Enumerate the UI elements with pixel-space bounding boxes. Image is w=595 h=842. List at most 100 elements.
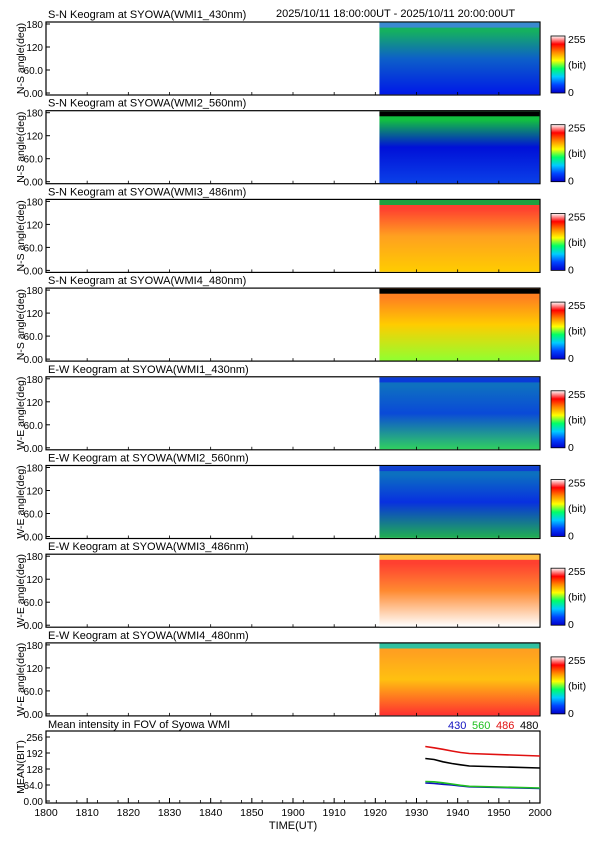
colorbar-unit: (bit): [568, 326, 586, 338]
y-tick-label: 120: [26, 575, 43, 586]
y-tick-label: 180: [26, 641, 43, 652]
x-tick-label: 1810: [75, 807, 99, 819]
keogram-panel-1: S-N Keogram at SYOWA(WMI1_430nm) 180 120 60…: [15, 9, 586, 100]
colorbar-min: 0: [568, 353, 574, 365]
keogram-panel-8: E-W Keogram at SYOWA(WMI4_480nm) 180 120 60…: [15, 630, 586, 721]
colorbar-min: 0: [568, 87, 574, 99]
x-tick-label: 1920: [364, 807, 388, 819]
keogram-data: [379, 111, 540, 184]
y-axis-label: N-S angle(deg): [15, 112, 27, 183]
y-tick-label: 180: [26, 286, 43, 297]
y-axis-label: N-S angle(deg): [15, 200, 27, 271]
colorbar-min: 0: [568, 708, 574, 720]
colorbar: [550, 124, 566, 183]
y-axis-label: W-E angle(deg): [15, 465, 27, 538]
keogram-panel-3: S-N Keogram at SYOWA(WMI3_486nm) 180 120 60…: [15, 186, 586, 277]
keogram-top-band: [379, 643, 540, 649]
panel-title: Mean intensity in FOV of Syowa WMI: [48, 719, 230, 731]
series-line-486: [425, 745, 541, 757]
y-tick-label: 0.00: [24, 178, 44, 189]
y-tick-label: 120: [26, 487, 43, 498]
colorbar-min: 0: [568, 176, 574, 188]
colorbar-min: 0: [568, 531, 574, 543]
x-tick-label: 1840: [199, 807, 223, 819]
colorbar-max: 255: [568, 566, 586, 578]
colorbar: [550, 567, 566, 626]
y-tick-label: 120: [26, 309, 43, 320]
y-tick-label: 0.00: [24, 266, 44, 277]
plot-frame: [45, 730, 541, 804]
panel-title: S-N Keogram at SYOWA(WMI3_486nm): [48, 186, 246, 198]
colorbar-unit: (bit): [568, 148, 586, 160]
y-tick-label: 0.00: [24, 355, 44, 366]
colorbar: [550, 390, 566, 449]
y-tick-label: 60.0: [24, 598, 44, 609]
keogram-data: [379, 643, 540, 716]
colorbar-unit: (bit): [568, 680, 586, 692]
y-tick-label: 0.00: [24, 444, 44, 455]
legend-entry-486: 486: [496, 720, 514, 732]
y-axis-label: W-E angle(deg): [15, 377, 27, 450]
y-tick-label: 0.00: [24, 533, 44, 544]
legend-entry-430: 430: [448, 720, 466, 732]
colorbar-max: 255: [568, 34, 586, 46]
y-tick-label: 0.00: [24, 89, 44, 100]
y-axis-label: W-E angle(deg): [15, 643, 27, 716]
keogram-panel-5: E-W Keogram at SYOWA(WMI1_430nm) 180 120 60…: [15, 364, 586, 455]
header-time-range: 2025/10/11 18:00:00UT - 2025/10/11 20:00…: [276, 8, 515, 20]
panel-title: S-N Keogram at SYOWA(WMI1_430nm): [48, 9, 246, 21]
x-tick-label: 1800: [34, 807, 58, 819]
y-tick-label: 60.0: [24, 243, 44, 254]
y-axis-label: N-S angle(deg): [15, 289, 27, 360]
colorbar-max: 255: [568, 123, 586, 135]
panel-title: E-W Keogram at SYOWA(WMI1_430nm): [48, 364, 249, 376]
colorbar-unit: (bit): [568, 237, 586, 249]
keogram-panel-6: E-W Keogram at SYOWA(WMI2_560nm) 180 120 60…: [15, 453, 586, 544]
keogram-top-band: [379, 200, 540, 205]
colorbar-max: 255: [568, 389, 586, 401]
x-tick-label: 1940: [446, 807, 470, 819]
colorbar-unit: (bit): [568, 503, 586, 515]
y-tick-label: 192: [26, 749, 43, 760]
y-tick-label: 128: [26, 765, 43, 776]
mean-intensity-panel: Mean intensity in FOV of Syowa WMI 256 192…: [15, 719, 552, 832]
y-tick-label: 60.0: [24, 66, 44, 77]
keogram-top-band: [379, 111, 540, 117]
colorbar-min: 0: [568, 619, 574, 631]
keogram-data: [379, 288, 540, 361]
x-tick-label: 1950: [487, 807, 511, 819]
x-tick-label: 1900: [281, 807, 305, 819]
colorbar-unit: (bit): [568, 60, 586, 72]
colorbar-unit: (bit): [568, 592, 586, 604]
y-tick-label: 60.0: [24, 421, 44, 432]
y-tick-label: 180: [26, 20, 43, 31]
panel-title: S-N Keogram at SYOWA(WMI4_480nm): [48, 275, 246, 287]
y-tick-label: 0.00: [24, 797, 44, 808]
colorbar: [550, 35, 566, 94]
keogram-data: [379, 554, 540, 627]
y-tick-label: 0.00: [24, 710, 44, 721]
keogram-data: [379, 466, 540, 538]
x-tick-label: 1820: [117, 807, 141, 819]
colorbar-unit: (bit): [568, 414, 586, 426]
y-tick-label: 180: [26, 375, 43, 386]
keogram-data: [379, 22, 540, 95]
x-axis-label: TIME(UT): [269, 820, 317, 832]
panel-title: E-W Keogram at SYOWA(WMI4_480nm): [48, 630, 249, 642]
y-tick-label: 120: [26, 664, 43, 675]
colorbar: [550, 479, 566, 537]
colorbar-max: 255: [568, 655, 586, 667]
colorbar: [550, 301, 566, 360]
legend-entry-560: 560: [472, 720, 490, 732]
keogram-data: [379, 377, 540, 450]
y-tick-label: 120: [26, 132, 43, 143]
x-tick-label: 1910: [322, 807, 346, 819]
keogram-data: [379, 200, 540, 272]
y-tick-label: 256: [26, 733, 43, 744]
colorbar-max: 255: [568, 300, 586, 312]
keogram-top-band: [379, 288, 540, 294]
y-tick-label: 60.0: [24, 510, 44, 521]
y-tick-label: 120: [26, 220, 43, 231]
y-axis-label: MEAN(BIT): [15, 740, 27, 794]
